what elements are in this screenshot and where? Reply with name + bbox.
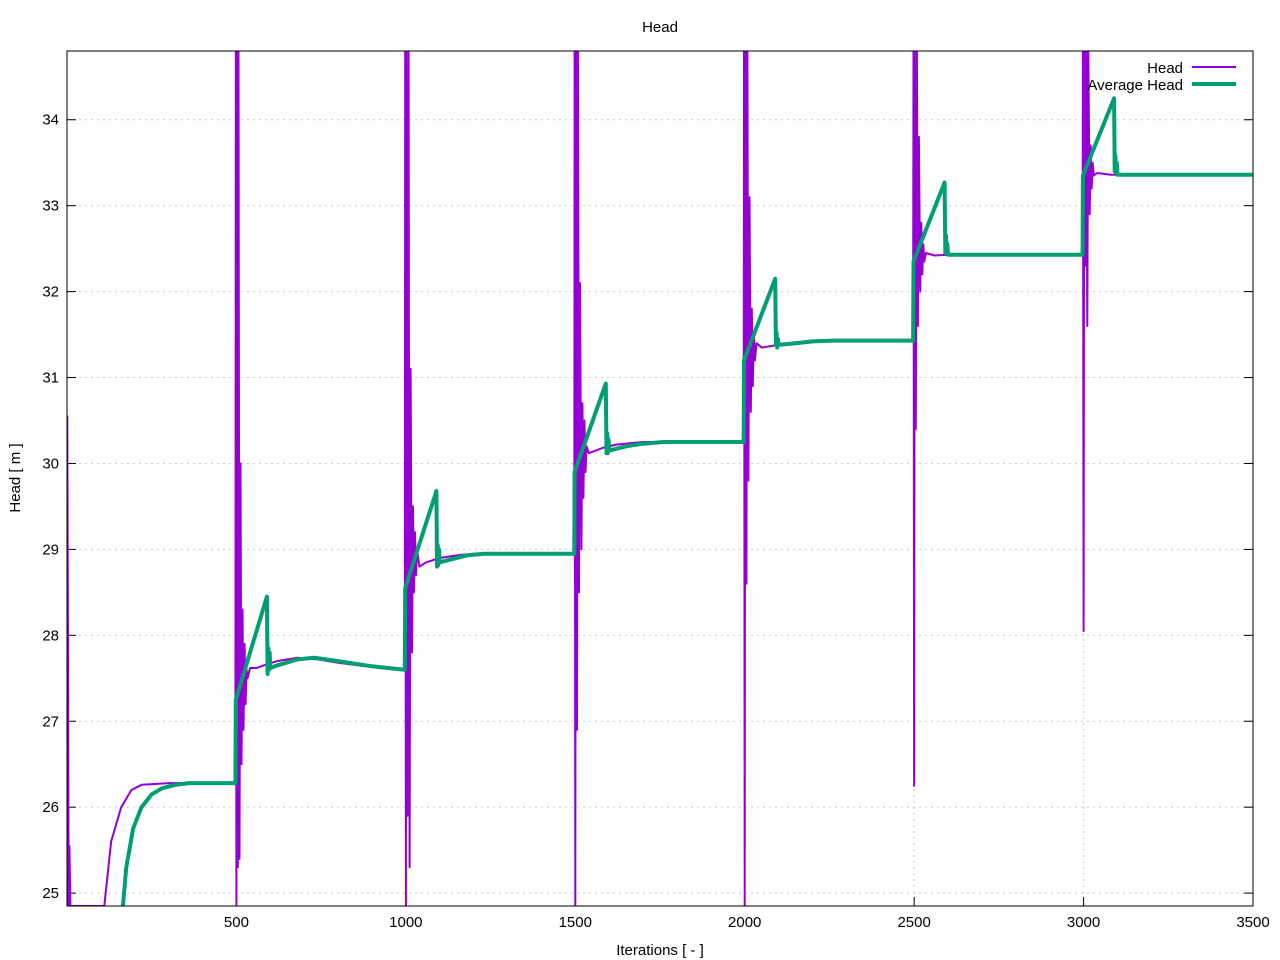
x-tick-label: 2500: [897, 914, 930, 931]
y-tick-label: 32: [42, 284, 59, 301]
series-line-average-head: [120, 96, 1253, 906]
series-line-head: [67, 51, 1253, 906]
x-tick-label: 2000: [728, 914, 761, 931]
plot-frame: [66, 50, 1254, 907]
tick-labels: 25 26 27 28 29 30 31 32 33 34 500 1000 1500 2000 2500 3…: [42, 112, 1269, 931]
y-tick-label: 27: [42, 713, 59, 730]
x-axis-label: Iterations [ - ]: [616, 942, 704, 959]
y-tick-label: 33: [42, 198, 59, 215]
y-tick-label: 34: [42, 112, 59, 129]
x-tick-label: 1000: [389, 914, 422, 931]
y-tick-label: 30: [42, 455, 59, 472]
y-tick-label: 26: [42, 799, 59, 816]
y-tick-label: 29: [42, 541, 59, 558]
legend-label-head: Head: [1147, 60, 1183, 77]
x-tick-label: 3000: [1067, 914, 1100, 931]
legend-label-average-head: Average Head: [1087, 77, 1183, 94]
y-tick-label: 25: [42, 885, 59, 902]
y-axis-label: Head [ m ]: [7, 443, 24, 512]
chart-title: Head: [642, 19, 678, 36]
y-tick-label: 31: [42, 370, 59, 387]
y-tick-label: 28: [42, 627, 59, 644]
legend: Head Average Head: [1087, 60, 1236, 94]
x-tick-label: 3500: [1236, 914, 1269, 931]
x-tick-label: 500: [224, 914, 249, 931]
x-tick-label: 1500: [559, 914, 592, 931]
